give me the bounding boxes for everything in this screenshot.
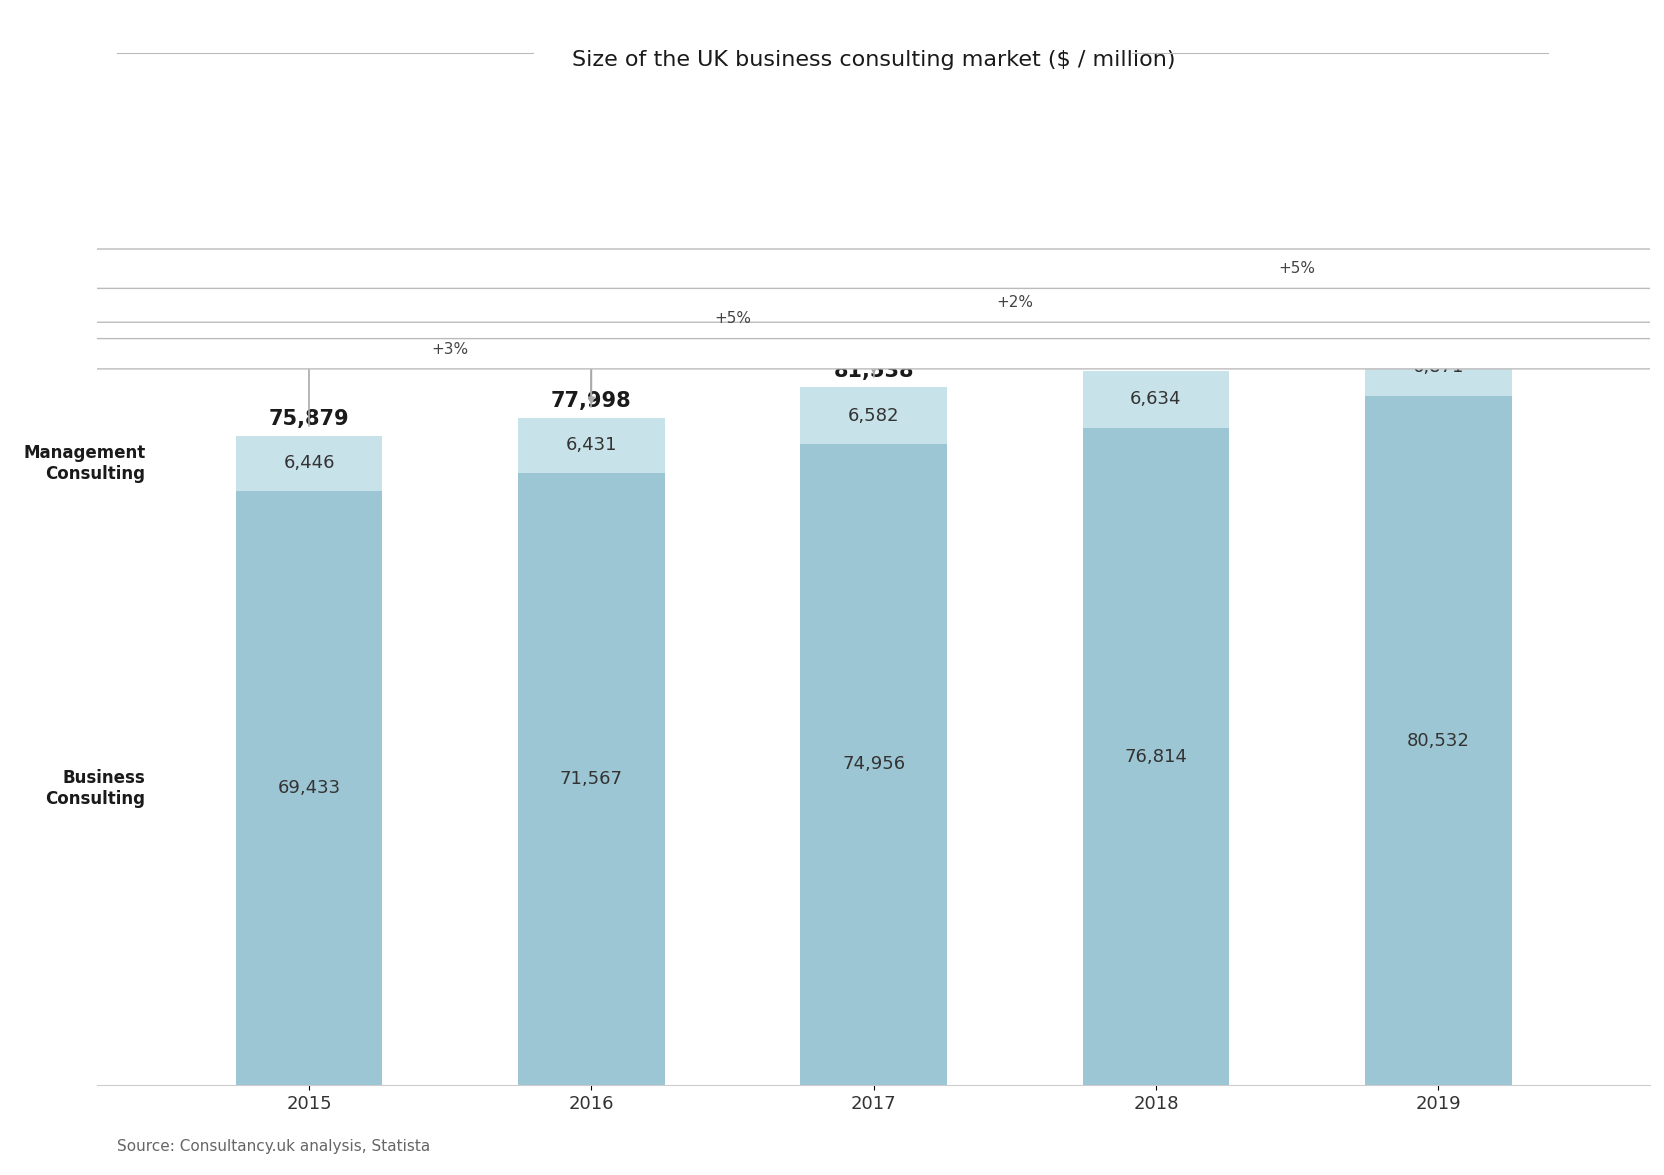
Text: 71,567: 71,567 xyxy=(559,770,622,788)
Text: +5%: +5% xyxy=(1278,261,1315,276)
Bar xyxy=(1364,337,1511,396)
Bar xyxy=(236,436,383,491)
Text: +2%: +2% xyxy=(995,295,1033,310)
Text: 80,532: 80,532 xyxy=(1406,732,1469,750)
Text: 6,582: 6,582 xyxy=(847,407,899,424)
Text: 6,431: 6,431 xyxy=(566,436,617,455)
Text: Business
Consulting: Business Consulting xyxy=(45,768,145,807)
Circle shape xyxy=(0,329,1664,369)
Text: +5%: +5% xyxy=(714,311,750,327)
Text: 77,998: 77,998 xyxy=(551,391,631,411)
Text: 6,634: 6,634 xyxy=(1130,390,1181,409)
Text: 81,538: 81,538 xyxy=(834,361,914,381)
Text: +3%: +3% xyxy=(431,342,469,357)
Title: Size of the UK business consulting market ($ / million): Size of the UK business consulting marke… xyxy=(572,51,1175,70)
Text: 75,879: 75,879 xyxy=(268,409,349,429)
Bar xyxy=(1082,371,1228,428)
Text: 83,448: 83,448 xyxy=(1115,344,1195,364)
Text: 6,446: 6,446 xyxy=(283,455,334,472)
Bar xyxy=(800,388,947,444)
Text: 87,403: 87,403 xyxy=(1398,310,1478,330)
Text: 6,871: 6,871 xyxy=(1411,357,1463,376)
Text: Source: Consultancy.uk analysis, Statista: Source: Consultancy.uk analysis, Statist… xyxy=(116,1140,429,1155)
Bar xyxy=(1364,396,1511,1086)
Circle shape xyxy=(0,249,1664,288)
Circle shape xyxy=(0,300,1664,338)
Bar xyxy=(518,472,664,1086)
Bar xyxy=(518,417,664,472)
Bar xyxy=(800,444,947,1086)
Bar xyxy=(1082,428,1228,1086)
Circle shape xyxy=(0,283,1664,322)
Text: 69,433: 69,433 xyxy=(278,779,341,797)
Bar xyxy=(236,491,383,1086)
Text: 76,814: 76,814 xyxy=(1123,747,1186,766)
Text: Management
Consulting: Management Consulting xyxy=(23,444,145,483)
Text: 74,956: 74,956 xyxy=(842,756,905,773)
